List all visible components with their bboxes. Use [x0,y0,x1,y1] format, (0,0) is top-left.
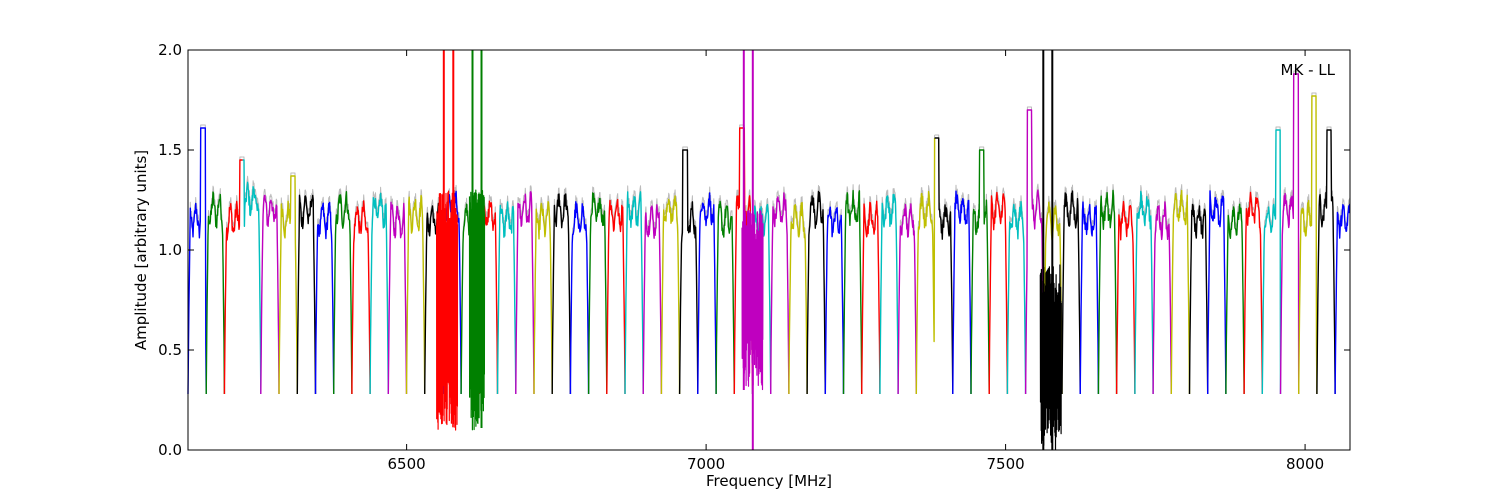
background-series-line [788,196,808,389]
subband-line [842,189,863,395]
background-series-line [606,193,626,389]
subband-line [387,201,408,395]
subband-line [314,201,335,395]
background-series-line [897,197,917,389]
subband-line [1134,190,1154,395]
subband-line [1243,191,1263,395]
subband-line [551,193,572,395]
subband-line [624,191,644,395]
subband-line [1316,129,1336,395]
background-series-line [497,195,517,389]
subband-line [897,203,917,395]
subband-line [879,193,899,395]
y-tick-label: 0.5 [158,341,182,359]
x-tick-label: 7500 [986,455,1024,473]
subband-line [1024,109,1045,395]
subband-line [970,149,990,395]
subband-line [934,137,954,395]
y-tick-label: 1.0 [158,241,182,259]
plot-area [187,50,1351,451]
background-series-line [915,134,936,389]
subband-line [569,201,590,395]
background-series-line [934,134,954,389]
subband-line [296,194,317,395]
y-tick-label: 2.0 [158,41,182,59]
x-axis-label: Frequency [MHz] [706,472,832,490]
background-series-line [1298,92,1318,389]
subband-line [242,159,262,395]
subband-line [1152,201,1172,395]
subband-line [587,192,608,395]
subband-line [788,201,808,395]
subband-line [1061,190,1081,395]
subband-line [1279,73,1300,395]
subband-line [533,201,553,395]
subband-line [1261,129,1282,395]
subband-line [1207,190,1227,395]
subband-line [678,149,699,395]
subband-line [915,137,936,395]
subband-line [1334,203,1351,395]
x-tick-label: 7000 [687,455,725,473]
subband-line [1170,189,1191,395]
annotation-label: MK - LL [1281,61,1336,79]
subband-line [260,194,280,395]
subband-line [642,204,663,395]
subband-line [1006,201,1027,395]
background-series-line [824,200,844,389]
subband-line [660,195,681,395]
subband-line [988,191,1009,395]
subband-line [496,201,517,395]
background-series-line [187,124,207,389]
subband-line [369,192,389,395]
subband-line [715,200,735,395]
subband-line [405,194,426,395]
subband-line [351,200,371,395]
subband-line [515,191,535,395]
subband-line [770,192,790,395]
subband-line [1115,200,1136,395]
subband-line [1298,95,1318,395]
subband-line [806,190,826,395]
subband-line [333,191,353,395]
subband-line [1097,189,1118,395]
subband-line [606,198,626,395]
background-series-line [260,188,280,389]
background-series-line [1134,185,1154,389]
rfi-noise-band [436,190,459,431]
subband-line [697,192,717,395]
subband-line [1225,203,1245,395]
background-series-line [715,195,735,389]
y-tick-label: 0.0 [158,441,182,459]
subband-line [278,175,298,395]
y-axis-label: Amplitude [arbitrary units] [132,150,150,350]
subband-line [861,200,881,395]
axis-ticks: 6500 7000 7500 8000 0.0 0.5 1.0 1.5 2.0 [158,41,1350,473]
subband-line [1079,201,1100,395]
background-series-line [569,195,590,389]
subband-line [952,190,972,395]
background-series-line [1316,126,1336,389]
background-series-line [1006,195,1027,389]
background-series-line [1261,126,1281,389]
subband-line [223,159,243,395]
subband-line [205,191,226,395]
background-series-line [242,156,262,389]
y-tick-label: 1.5 [158,141,182,159]
x-tick-label: 6500 [388,455,426,473]
subband-line [187,127,207,395]
subband-line [824,206,845,395]
subband-line [1188,203,1209,395]
x-tick-label: 8000 [1286,455,1324,473]
